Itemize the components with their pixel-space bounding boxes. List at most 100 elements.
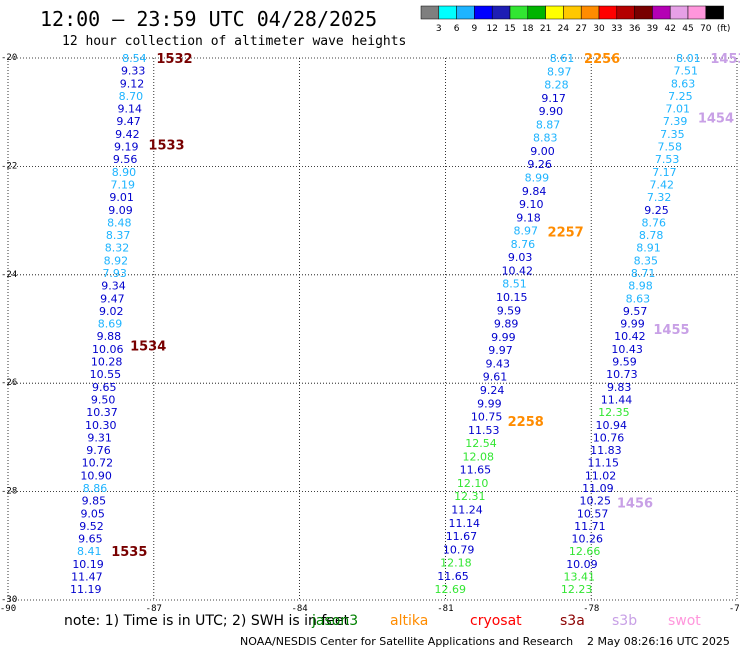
wave-height-value: 8.70: [119, 90, 144, 103]
wave-height-value: 9.33: [121, 65, 146, 78]
y-tick-label: -30: [1, 595, 17, 605]
wave-height-value: 10.55: [90, 368, 122, 381]
pass-time-label: 1455: [653, 323, 689, 338]
wave-height-value: 11.65: [437, 570, 469, 583]
wave-height-value: 9.19: [114, 141, 139, 154]
wave-height-value: 9.42: [115, 128, 140, 141]
colorbar-label: 24: [558, 24, 570, 34]
colorbar-label: 15: [504, 24, 515, 34]
wave-height-value: 9.24: [480, 384, 505, 397]
wave-height-value: 9.25: [644, 204, 669, 217]
y-tick-label: -22: [1, 161, 17, 171]
colorbar-swatch: [420, 5, 440, 20]
wave-height-value: 10.25: [580, 495, 612, 508]
wave-height-value: 11.83: [590, 444, 622, 457]
wave-height-value: 8.98: [628, 280, 653, 293]
colorbar-swatch: [527, 5, 546, 20]
wave-height-value: 8.99: [525, 172, 550, 185]
wave-height-value: 9.09: [108, 204, 133, 217]
wave-height-value: 8.63: [626, 292, 651, 305]
wave-height-value: 10.43: [611, 343, 643, 356]
x-tick-label: -87: [146, 604, 162, 614]
wave-height-value: 13.41: [564, 571, 596, 584]
wave-height-value: 8.97: [513, 225, 538, 238]
wave-height-value: 8.97: [547, 65, 572, 78]
wave-height-value: 10.94: [595, 419, 627, 432]
pass-time-label: 1533: [148, 139, 184, 154]
wave-height-value: 8.01: [676, 52, 701, 65]
wave-height-value: 7.93: [102, 267, 127, 280]
wave-height-value: 11.24: [451, 503, 483, 516]
x-tick-label: -78: [583, 604, 599, 614]
colorbar-swatch: [438, 5, 457, 20]
wave-height-value: 12.54: [465, 437, 497, 450]
footer-note: note: 1) Time is in UTC; 2) SWH is in fe…: [64, 613, 350, 629]
wave-height-value: 11.65: [460, 464, 492, 477]
wave-height-value: 9.88: [97, 330, 122, 343]
pass-time-label: 1453: [710, 52, 740, 67]
x-tick-label: -90: [0, 604, 16, 614]
satellite-label-swot: swot: [668, 613, 701, 629]
x-tick-label: -75: [729, 604, 740, 614]
colorbar-label: 30: [593, 24, 605, 34]
wave-height-value: 9.47: [116, 115, 141, 128]
wave-height-value: 8.37: [106, 229, 131, 242]
pass-time-label: 1532: [156, 52, 192, 67]
wave-height-value: 11.53: [468, 424, 500, 437]
wave-height-value: 9.34: [101, 280, 126, 293]
wave-height-value: 9.31: [87, 431, 112, 444]
chart-title: 12:00 – 23:59 UTC 04/28/2025: [40, 7, 377, 31]
colorbar-swatch: [598, 5, 618, 20]
wave-height-value: 8.28: [544, 79, 569, 92]
wave-height-value: 8.61: [550, 52, 575, 65]
wave-height-value: 8.32: [105, 242, 130, 255]
wave-height-value: 12.10: [457, 477, 489, 490]
wave-height-value: 11.15: [587, 457, 619, 470]
wave-height-value: 9.90: [539, 105, 564, 118]
wave-height-value: 7.42: [650, 178, 675, 191]
wave-height-value: 10.42: [614, 330, 646, 343]
pass-time-label: 1534: [130, 339, 166, 354]
colorbar-label: 12: [486, 24, 497, 34]
pass-time-label: 1456: [617, 496, 653, 511]
wave-height-value: 10.26: [572, 533, 604, 546]
wave-height-value: 10.09: [566, 558, 598, 571]
track-3: 8.017.518.637.257.017.397.357.587.537.17…: [561, 52, 740, 596]
colorbar-label: 21: [540, 24, 551, 34]
wave-height-value: 7.32: [647, 191, 672, 204]
wave-height-value: 9.59: [497, 304, 522, 317]
wave-height-value: 9.52: [79, 520, 104, 533]
pass-time-label: 2257: [548, 225, 584, 240]
wave-height-value: 9.03: [508, 251, 533, 264]
wave-height-value: 9.61: [483, 371, 508, 384]
wave-height-value: 8.41: [77, 545, 102, 558]
wave-height-value: 10.15: [496, 291, 528, 304]
colorbar-swatch: [563, 5, 582, 20]
colorbar-label: 27: [575, 24, 586, 34]
wave-height-value: 10.30: [85, 419, 117, 432]
colorbar-label: 70: [700, 24, 712, 34]
wave-height-value: 9.65: [78, 533, 103, 546]
wave-height-value: 9.18: [516, 211, 541, 224]
colorbar-swatch: [580, 5, 600, 20]
wave-height-value: 7.17: [652, 166, 677, 179]
wave-height-value: 8.91: [636, 242, 661, 255]
colorbar-label: 6: [454, 24, 460, 34]
colorbar-swatch: [545, 5, 564, 20]
satellite-label-cryosat: cryosat: [470, 613, 522, 629]
wave-height-value: 12.31: [454, 490, 486, 503]
wave-height-value: 9.26: [527, 158, 552, 171]
wave-height-value: 9.85: [82, 495, 107, 508]
wave-height-value: 8.78: [639, 229, 664, 242]
wave-height-value: 9.57: [623, 305, 648, 318]
wave-height-value: 11.47: [71, 571, 103, 584]
wave-height-value: 9.83: [607, 381, 632, 394]
wave-height-value: 7.35: [660, 128, 685, 141]
chart-subtitle: 12 hour collection of altimeter wave hei…: [62, 34, 406, 49]
wave-height-value: 8.35: [634, 254, 659, 267]
wave-height-value: 8.48: [107, 216, 132, 229]
wave-height-value: 8.90: [112, 166, 137, 179]
plot-area: -90 -87 -84 -81 -78 -75 -20 -22 -24 -26 -28 -30 8.54…: [0, 52, 740, 614]
colorbar-label: 18: [522, 24, 534, 34]
wave-height-value: 7.25: [668, 90, 693, 103]
